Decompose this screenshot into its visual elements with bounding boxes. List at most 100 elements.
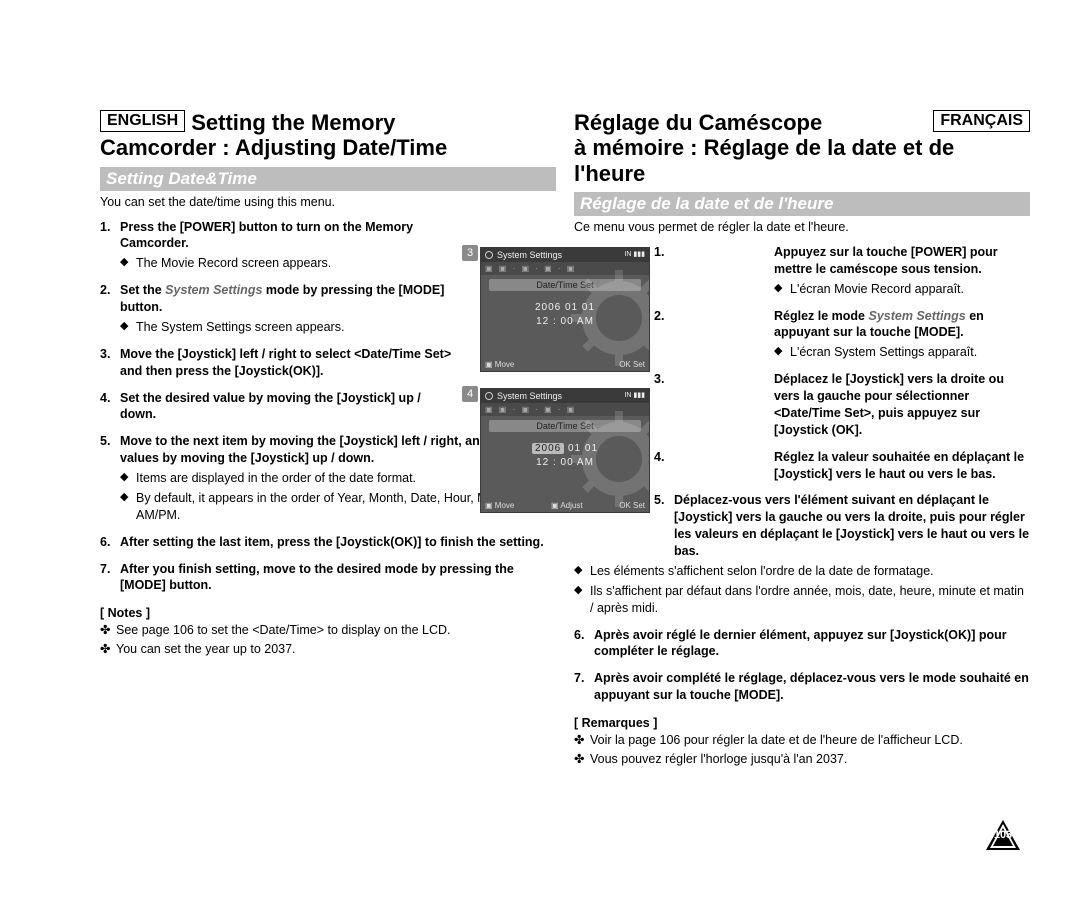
- diamond-icon: ◆: [774, 281, 790, 298]
- lang-badge-english: ENGLISH: [100, 110, 185, 132]
- step-body: Après avoir réglé le dernier élément, ap…: [594, 627, 1030, 661]
- notes-list-fr: ✤Voir la page 106 pour régler la date et…: [574, 732, 1030, 768]
- note-icon: ✤: [100, 622, 116, 639]
- step-bullet: ◆Les éléments s'affichent selon l'ordre …: [574, 563, 1030, 580]
- lcd-indicator: IN ▮▮▮: [624, 250, 645, 258]
- bullet-text: Les éléments s'affichent selon l'ordre d…: [590, 563, 934, 580]
- diamond-icon: ◆: [120, 255, 136, 272]
- step-main: After you finish setting, move to the de…: [120, 561, 556, 595]
- lcd-footer-left: ▣ Move: [485, 360, 514, 369]
- lcd-date-part: 01: [568, 443, 581, 454]
- lcd-screen: System SettingsIN ▮▮▮▣ ▣ · ▣ · ▣ · ▣Date…: [480, 388, 650, 513]
- title-english: ENGLISH Setting the Memory Camcorder : A…: [100, 110, 556, 161]
- diamond-icon: ◆: [774, 344, 790, 361]
- step-main: Après avoir réglé le dernier élément, ap…: [594, 627, 1030, 661]
- diamond-icon: ◆: [120, 319, 136, 336]
- step-bullet: ◆The System Settings screen appears.: [120, 319, 456, 336]
- step-body: Appuyez sur la touche [POWER] pour mettr…: [674, 244, 1030, 298]
- step-number: 2.: [654, 308, 674, 362]
- gear-icon: [485, 392, 493, 400]
- note-text: You can set the year up to 2037.: [116, 641, 296, 658]
- diamond-icon: ◆: [574, 563, 590, 580]
- lcd-date-row: 2006 01 01: [481, 302, 649, 313]
- lcd-preview: 3System SettingsIN ▮▮▮▣ ▣ · ▣ · ▣ · ▣Dat…: [480, 247, 650, 372]
- note-item: ✤Voir la page 106 pour régler la date et…: [574, 732, 1030, 749]
- lcd-date-row: 2006 01 01: [481, 443, 649, 454]
- section-heading-fr: Réglage de la date et de l'heure: [574, 192, 1030, 216]
- intro-fr: Ce menu vous permet de régler la date et…: [574, 220, 1030, 234]
- lcd-indicator: IN ▮▮▮: [624, 391, 645, 399]
- notes-list-en: ✤See page 106 to set the <Date/Time> to …: [100, 622, 556, 658]
- step-number: 6.: [574, 627, 594, 661]
- diamond-icon: ◆: [120, 490, 136, 524]
- lcd-footer-right: OK Set: [619, 360, 645, 369]
- lcd-footer: ▣ Move▣ AdjustOK Set: [481, 501, 649, 510]
- step-number: 2.: [100, 282, 120, 336]
- step-number: 4.: [100, 390, 120, 424]
- title-french: Réglage du Caméscope FRANÇAIS à mémoire …: [574, 110, 1030, 186]
- lcd-footer-center: ▣ Adjust: [551, 501, 583, 510]
- step-main: Set the desired value by moving the [Joy…: [120, 390, 456, 424]
- step-main: Déplacez-vous vers l'élément suivant en …: [674, 492, 1030, 560]
- title-line1-en: Setting the Memory: [191, 110, 395, 135]
- step-body: Après avoir complété le réglage, déplace…: [594, 670, 1030, 704]
- step-bullet: ◆The Movie Record screen appears.: [120, 255, 456, 272]
- lcd-time-row: 12 : 00 AM: [481, 457, 649, 468]
- bullet-text: Ils s'affichent par défaut dans l'ordre …: [590, 583, 1030, 617]
- step-bullet: ◆Ils s'affichent par défaut dans l'ordre…: [574, 583, 1030, 617]
- lang-badge-french: FRANÇAIS: [933, 110, 1030, 132]
- lcd-date-part: 2006: [532, 443, 564, 454]
- lcd-previews: 3System SettingsIN ▮▮▮▣ ▣ · ▣ · ▣ · ▣Dat…: [480, 247, 650, 529]
- step-main: Move the [Joystick] left / right to sele…: [120, 346, 456, 380]
- step-main: Press the [POWER] button to turn on the …: [120, 219, 456, 253]
- bullet-text: Items are displayed in the order of the …: [136, 470, 416, 487]
- step-main: Déplacez le [Joystick] vers la droite ou…: [774, 371, 1030, 439]
- step-body: After setting the last item, press the […: [120, 534, 556, 551]
- step-bullet: ◆L'écran System Settings apparaît.: [774, 344, 1030, 361]
- step-main: Après avoir complété le réglage, déplace…: [594, 670, 1030, 704]
- step-body: Déplacez le [Joystick] vers la droite ou…: [674, 371, 1030, 439]
- step-number: 5.: [100, 433, 120, 523]
- bullet-text: L'écran Movie Record apparaît.: [790, 281, 964, 298]
- step-bullet: ◆L'écran Movie Record apparaît.: [774, 281, 1030, 298]
- step-body: Déplacez-vous vers l'élément suivant en …: [674, 492, 1030, 616]
- manual-page: ENGLISH Setting the Memory Camcorder : A…: [0, 0, 1080, 906]
- step-main: After setting the last item, press the […: [120, 534, 556, 551]
- note-icon: ✤: [574, 751, 590, 768]
- lcd-screen: System SettingsIN ▮▮▮▣ ▣ · ▣ · ▣ · ▣Date…: [480, 247, 650, 372]
- lcd-step-badge: 4: [462, 386, 478, 402]
- lcd-date-part: 01: [585, 443, 598, 454]
- notes-label-en: [ Notes ]: [100, 606, 556, 620]
- section-heading-en: Setting Date&Time: [100, 167, 556, 191]
- page-number: 103: [994, 829, 1012, 841]
- diamond-icon: ◆: [574, 583, 590, 617]
- step-number: 1.: [654, 244, 674, 298]
- lcd-preview: 4System SettingsIN ▮▮▮▣ ▣ · ▣ · ▣ · ▣Dat…: [480, 388, 650, 513]
- note-item: ✤Vous pouvez régler l'horloge jusqu'à l'…: [574, 751, 1030, 768]
- step-body: Réglez la valeur souhaitée en déplaçant …: [674, 449, 1030, 483]
- step-main: Réglez la valeur souhaitée en déplaçant …: [774, 449, 1030, 483]
- step-main: Réglez le mode System Settings en appuya…: [774, 308, 1030, 342]
- lcd-center: 2006 01 01 12 : 00 AM: [481, 432, 649, 479]
- note-icon: ✤: [574, 732, 590, 749]
- bullet-text: The Movie Record screen appears.: [136, 255, 331, 272]
- lcd-header-text: System Settings: [497, 391, 562, 401]
- step-item: 7.Après avoir complété le réglage, dépla…: [574, 670, 1030, 704]
- step-main: Appuyez sur la touche [POWER] pour mettr…: [774, 244, 1030, 278]
- note-item: ✤See page 106 to set the <Date/Time> to …: [100, 622, 556, 639]
- diamond-icon: ◆: [120, 470, 136, 487]
- note-text: See page 106 to set the <Date/Time> to d…: [116, 622, 450, 639]
- lcd-step-badge: 3: [462, 245, 478, 261]
- note-text: Voir la page 106 pour régler la date et …: [590, 732, 963, 749]
- step-number: 3.: [654, 371, 674, 439]
- step-body: Réglez le mode System Settings en appuya…: [674, 308, 1030, 362]
- note-icon: ✤: [100, 641, 116, 658]
- step-number: 7.: [574, 670, 594, 704]
- step-number: 6.: [100, 534, 120, 551]
- title-line1-fr: Réglage du Caméscope: [574, 110, 822, 135]
- bullet-text: The System Settings screen appears.: [136, 319, 344, 336]
- title-line2-fr: à mémoire : Réglage de la date et de l'h…: [574, 135, 1030, 186]
- title-line2-en: Camcorder : Adjusting Date/Time: [100, 135, 556, 160]
- bullet-text: L'écran System Settings apparaît.: [790, 344, 977, 361]
- step-item: 6.After setting the last item, press the…: [100, 534, 556, 551]
